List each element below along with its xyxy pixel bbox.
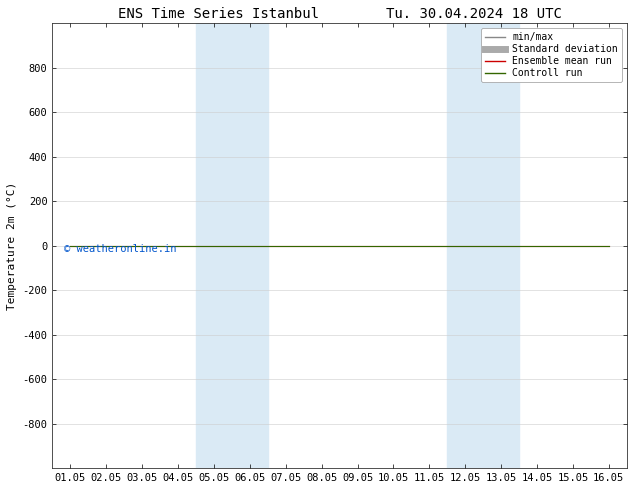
- Title: ENS Time Series Istanbul        Tu. 30.04.2024 18 UTC: ENS Time Series Istanbul Tu. 30.04.2024 …: [118, 7, 562, 21]
- Y-axis label: Temperature 2m (°C): Temperature 2m (°C): [7, 182, 17, 310]
- Bar: [447, 24, 519, 468]
- Legend: min/max, Standard deviation, Ensemble mean run, Controll run: min/max, Standard deviation, Ensemble me…: [481, 28, 622, 82]
- Bar: [196, 24, 268, 468]
- Text: © weatheronline.in: © weatheronline.in: [64, 244, 176, 254]
